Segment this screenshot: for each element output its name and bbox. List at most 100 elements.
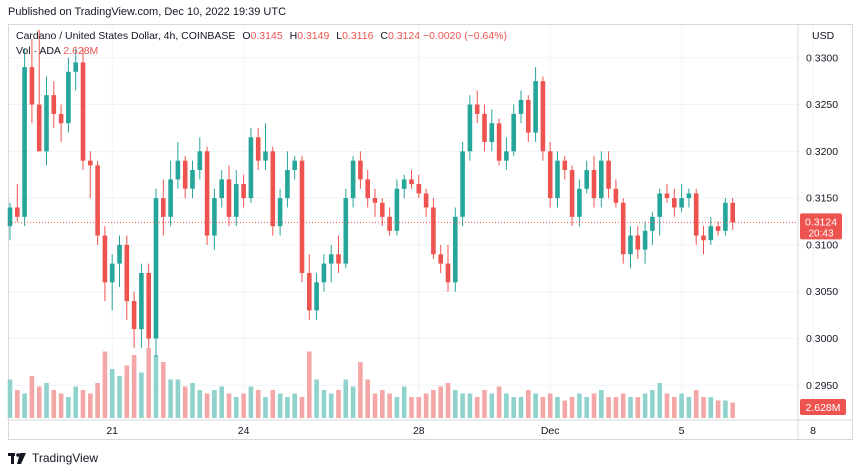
- candle-body: [562, 160, 568, 171]
- volume-bar: [679, 393, 684, 418]
- volume-bar: [635, 397, 641, 418]
- volume-bar: [321, 390, 327, 418]
- volume-bar: [285, 397, 290, 418]
- candle-body: [708, 226, 714, 241]
- volume-bar: [715, 400, 721, 418]
- volume-bar: [299, 397, 305, 418]
- candle-body: [51, 95, 57, 114]
- candle-body: [102, 235, 108, 283]
- candle-body: [212, 198, 217, 236]
- candle-body: [416, 184, 422, 194]
- volume-bar: [36, 386, 42, 418]
- volume-bar: [431, 390, 436, 418]
- candle-body: [445, 263, 451, 283]
- candle-body: [555, 160, 560, 199]
- candle-body: [124, 244, 130, 302]
- chart-frame: [8, 24, 853, 440]
- symbol-title: Cardano / United States Dollar, 4h, COIN…: [16, 30, 236, 42]
- x-tick-label: 8: [810, 425, 816, 437]
- volume-bar: [314, 379, 319, 418]
- high-value: 0.3149: [297, 30, 330, 42]
- volume-bar: [248, 386, 254, 418]
- candle-body: [15, 207, 20, 217]
- candle-body: [307, 272, 312, 311]
- volume-bar: [401, 386, 407, 418]
- candle-body: [496, 123, 502, 161]
- volume-bar: [547, 393, 553, 418]
- candle-body: [577, 188, 582, 217]
- volume-bar: [226, 393, 232, 418]
- volume-bar: [642, 393, 648, 418]
- volume-bar: [613, 397, 619, 418]
- candle-body: [248, 137, 254, 199]
- candle-body: [482, 113, 487, 142]
- candle-body: [591, 170, 597, 199]
- tradingview-logo-icon: [8, 452, 26, 464]
- candle-body: [518, 99, 524, 114]
- volume-bar: [693, 390, 699, 418]
- candle-body: [584, 170, 589, 189]
- volume-bar: [650, 390, 655, 418]
- open-value: 0.3145: [250, 30, 283, 42]
- candle-body: [7, 207, 13, 227]
- candle-body: [628, 235, 633, 255]
- volume-bar: [109, 369, 115, 418]
- volume-bar: [153, 355, 159, 418]
- volume-bar: [584, 397, 589, 418]
- candle-body: [358, 160, 363, 180]
- candle-body: [657, 193, 662, 217]
- candle-body: [146, 272, 151, 339]
- volume-bar: [438, 386, 443, 418]
- y-tick-label: 0.3150: [806, 193, 838, 205]
- volume-bar: [664, 393, 670, 418]
- volume-tag: [800, 399, 846, 415]
- candle-body: [394, 188, 400, 231]
- candle-body: [467, 104, 473, 152]
- candle-body: [365, 179, 370, 199]
- volume-bar: [518, 397, 524, 418]
- high-label: H: [289, 30, 298, 42]
- volume-bar: [562, 400, 568, 418]
- tradingview-brand[interactable]: TradingView: [8, 451, 98, 465]
- volume-bar: [482, 390, 487, 418]
- candle-body: [299, 160, 305, 273]
- volume-bar: [270, 390, 276, 418]
- candle-body: [22, 67, 27, 217]
- open-label: O: [242, 30, 251, 42]
- volume-bar: [526, 390, 531, 418]
- candle-body: [88, 160, 93, 166]
- change-value: −0.0020 (−0.64%): [422, 30, 508, 42]
- candle-body: [234, 184, 239, 217]
- volume-bar: [555, 397, 560, 418]
- currency-label: USD: [812, 30, 835, 42]
- candle-body: [197, 151, 203, 171]
- candle-body: [241, 184, 246, 199]
- volume-label: Vol · ADA: [16, 45, 61, 57]
- volume-bar: [533, 393, 538, 418]
- y-tick-label: 0.3100: [806, 239, 838, 251]
- volume-bar: [365, 379, 370, 418]
- volume-bar: [7, 379, 13, 418]
- candle-body: [255, 137, 261, 161]
- volume-bar: [277, 393, 283, 418]
- volume-bar: [307, 351, 312, 418]
- price-tag-value: 0.3124: [805, 216, 837, 228]
- volume-bar: [146, 348, 151, 418]
- candle-body: [401, 179, 407, 189]
- candle-body: [131, 301, 137, 330]
- candle-body: [80, 62, 86, 161]
- volume-bar: [263, 397, 268, 418]
- volume-bar: [175, 379, 181, 418]
- volume-bar: [686, 397, 692, 418]
- candle-body: [606, 160, 611, 189]
- candle-body: [540, 81, 546, 152]
- volume-bar: [102, 351, 108, 418]
- candle-body: [204, 151, 210, 236]
- candle-body: [679, 198, 684, 208]
- candle-body: [730, 202, 735, 223]
- candle-body: [642, 230, 648, 250]
- volume-bar: [511, 397, 516, 418]
- volume-bar: [358, 362, 363, 418]
- candle-body: [569, 170, 575, 217]
